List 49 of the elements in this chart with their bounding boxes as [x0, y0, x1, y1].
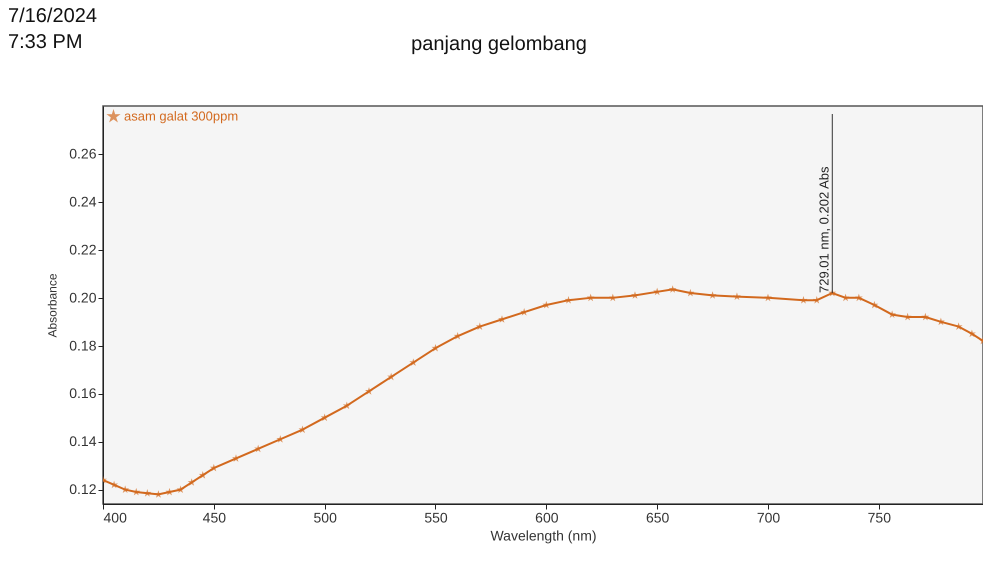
y-tick-label: 0.26	[69, 145, 97, 162]
y-axis-title: Absorbance	[45, 273, 60, 338]
point	[409, 358, 418, 366]
point	[668, 285, 677, 293]
y-tick-label: 0.16	[69, 385, 97, 402]
point	[432, 344, 440, 352]
y-tick-label: 0.22	[69, 241, 97, 258]
x-tick-label: 700	[756, 510, 780, 526]
point	[812, 296, 821, 304]
point	[854, 294, 863, 302]
point	[564, 296, 572, 304]
x-axis-title: Wavelength (nm)	[490, 528, 597, 544]
point	[143, 489, 152, 497]
point	[586, 294, 595, 302]
point	[342, 402, 351, 410]
point	[198, 471, 207, 479]
point	[968, 330, 976, 338]
y-tick-label: 0.20	[69, 289, 97, 306]
x-tick-label: 550	[424, 510, 448, 526]
point	[921, 312, 930, 320]
point	[365, 387, 373, 395]
x-tick-label: 400	[104, 510, 128, 526]
point	[176, 485, 185, 493]
point	[708, 291, 717, 299]
point	[121, 485, 130, 493]
point	[608, 294, 617, 302]
point	[888, 310, 896, 318]
y-tick-label: 0.14	[69, 433, 97, 450]
y-tick-label: 0.18	[69, 337, 97, 354]
y-tick-label: 0.24	[69, 193, 97, 210]
text: 7:33 PM	[8, 31, 82, 53]
point	[188, 478, 196, 486]
point	[232, 454, 240, 462]
point	[387, 372, 396, 380]
point	[298, 425, 306, 434]
x-tick-label: 450	[202, 510, 226, 526]
legend-label: asam galat 300ppm	[124, 108, 238, 124]
annotation: 729.01 nm, 0.202 Abs	[816, 166, 832, 294]
point	[799, 296, 808, 304]
x-tick-label: 650	[646, 510, 670, 526]
point	[320, 414, 329, 422]
x-tick-label: 750	[868, 510, 892, 526]
point	[732, 292, 741, 300]
y-tick-label: 0.12	[69, 481, 97, 498]
text: 7/16/2024	[8, 5, 97, 27]
x-tick-label: 600	[535, 510, 559, 526]
chart-title: panjang gelombang	[411, 33, 587, 55]
x-tick-label: 500	[313, 510, 338, 526]
point	[764, 294, 772, 302]
